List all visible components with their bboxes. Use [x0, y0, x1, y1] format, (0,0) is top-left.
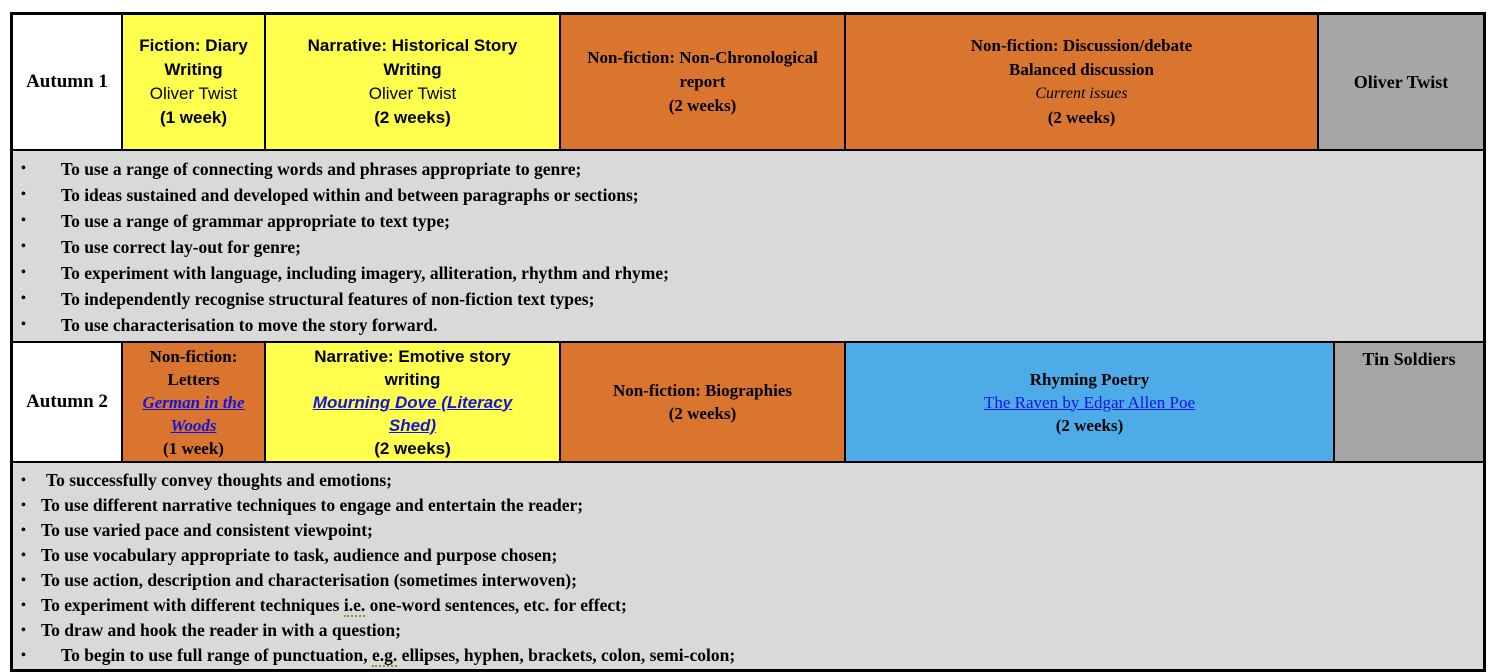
term-label-autumn1: Autumn 1: [13, 15, 123, 149]
unit-note: Current issues: [1035, 85, 1128, 102]
unit-cell-biographies: Non-fiction: Biographies (2 weeks): [561, 343, 846, 461]
objective-item: • To use a range of grammar appropriate …: [21, 208, 1473, 234]
unit-duration: (2 weeks): [668, 96, 737, 115]
unit-title: Non-fiction: Discussion/debate: [970, 36, 1193, 55]
objective-item: • To begin to use full range of punctuat…: [21, 643, 1473, 668]
unit-duration: (2 weeks): [1047, 108, 1116, 127]
curriculum-table: Autumn 1 Fiction: Diary Writing Oliver T…: [10, 12, 1486, 672]
bullet-icon: •: [21, 648, 26, 663]
objective-item: • To use vocabulary appropriate to task,…: [21, 543, 1473, 568]
bullet-icon: •: [21, 239, 26, 254]
unit-duration: (1 week): [163, 438, 224, 458]
autumn1-objectives: • To use a range of connecting words and…: [13, 151, 1483, 343]
unit-title: Non-fiction: Biographies: [613, 381, 792, 400]
term-label-autumn2: Autumn 2: [13, 343, 123, 461]
objective-item: • To use a range of connecting words and…: [21, 156, 1473, 182]
link-mourning-dove-literacy-shed[interactable]: Mourning Dove (Literacy Shed): [312, 392, 513, 435]
objective-item: • To independently recognise structural …: [21, 286, 1473, 312]
unit-subtitle: Balanced discussion: [1008, 60, 1154, 79]
unit-cell-discussion-debate: Non-fiction: Discussion/debate Balanced …: [846, 15, 1319, 149]
term-label-text: Autumn 1: [26, 71, 108, 92]
objective-item: • To use correct lay-out for genre;: [21, 234, 1473, 260]
bullet-icon: •: [21, 317, 26, 332]
objective-item: • To draw and hook the reader in with a …: [21, 618, 1473, 643]
bullet-icon: •: [21, 548, 26, 563]
unit-cell-emotive-story-writing: Narrative: Emotive story writing Mournin…: [266, 343, 561, 461]
link-the-raven-edgar-allen-poe[interactable]: The Raven by Edgar Allen Poe: [983, 392, 1196, 412]
unit-cell-historical-story-writing: Narrative: Historical Story Writing Oliv…: [266, 15, 561, 149]
bullet-icon: •: [21, 573, 26, 588]
bullet-icon: •: [21, 598, 26, 613]
bullet-icon: •: [21, 623, 26, 638]
unit-duration: (2 weeks): [374, 108, 451, 127]
unit-book: Oliver Twist: [149, 84, 238, 103]
autumn1-units-row: Autumn 1 Fiction: Diary Writing Oliver T…: [13, 15, 1483, 151]
unit-title: Non-fiction: Letters: [149, 346, 238, 389]
unit-cell-fiction-diary-writing: Fiction: Diary Writing Oliver Twist (1 w…: [123, 15, 266, 149]
autumn2-units-row: Autumn 2 Non-fiction: Letters German in …: [13, 343, 1483, 463]
unit-title: Non-fiction: Non-Chronological report: [587, 48, 818, 91]
objective-item: • To use action, description and charact…: [21, 568, 1473, 593]
link-german-in-the-woods[interactable]: German in the Woods: [142, 392, 245, 435]
unit-duration: (2 weeks): [374, 438, 451, 458]
objective-item: • To ideas sustained and developed withi…: [21, 182, 1473, 208]
class-text: Tin Soldiers: [1362, 349, 1456, 369]
unit-duration: (1 week): [159, 108, 228, 127]
objective-item: • To experiment with different technique…: [21, 593, 1473, 618]
term-label-text: Autumn 2: [26, 391, 108, 412]
bullet-icon: •: [21, 187, 26, 202]
unit-cell-rhyming-poetry: Rhyming Poetry The Raven by Edgar Allen …: [846, 343, 1335, 461]
bullet-icon: •: [21, 265, 26, 280]
unit-duration: (2 weeks): [1055, 415, 1124, 435]
spellcheck-word: e.g.: [372, 645, 398, 667]
objective-item: • To use different narrative techniques …: [21, 493, 1473, 518]
unit-title: Fiction: Diary Writing: [139, 36, 248, 79]
bullet-icon: •: [21, 473, 26, 488]
objective-item: • To successfully convey thoughts and em…: [21, 468, 1473, 493]
unit-title: Rhyming Poetry: [1029, 369, 1150, 389]
unit-cell-letters: Non-fiction: Letters German in the Woods…: [123, 343, 266, 461]
objective-item: • To use characterisation to move the st…: [21, 312, 1473, 338]
class-text: Oliver Twist: [1353, 71, 1449, 92]
spellcheck-word: i.e.: [343, 595, 366, 617]
autumn2-objectives: • To successfully convey thoughts and em…: [13, 463, 1483, 669]
bullet-icon: •: [21, 498, 26, 513]
bullet-icon: •: [21, 213, 26, 228]
class-text-cell-autumn1: Oliver Twist: [1319, 15, 1483, 149]
bullet-icon: •: [21, 523, 26, 538]
unit-book: Oliver Twist: [368, 84, 457, 103]
unit-cell-non-chronological-report: Non-fiction: Non-Chronological report (2…: [561, 15, 846, 149]
unit-duration: (2 weeks): [668, 404, 737, 423]
bullet-icon: •: [21, 291, 26, 306]
unit-title: Narrative: Historical Story Writing: [307, 36, 518, 79]
unit-title: Narrative: Emotive story writing: [314, 346, 511, 389]
objective-item: • To use varied pace and consistent view…: [21, 518, 1473, 543]
class-text-cell-autumn2: Tin Soldiers: [1335, 343, 1483, 461]
objective-item: • To experiment with language, including…: [21, 260, 1473, 286]
bullet-icon: •: [21, 161, 26, 176]
